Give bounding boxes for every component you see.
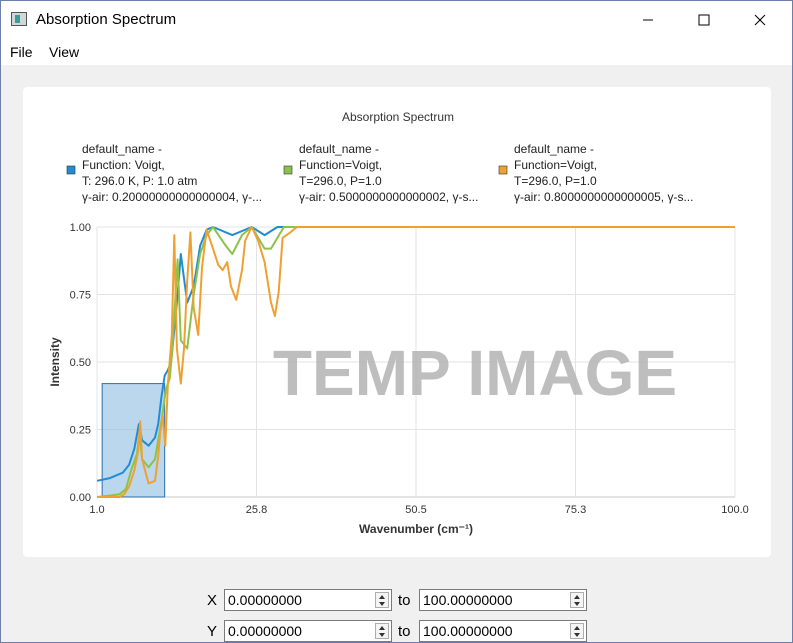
x-max-spin-arrows[interactable] <box>570 592 584 608</box>
legend-label: γ-air: 0.20000000000000004, γ-... <box>82 190 262 204</box>
chart-panel: Absorption Spectrum default_name - Functio… <box>23 87 771 557</box>
y-tick-label: 1.00 <box>70 222 91 234</box>
series-line-3 <box>97 226 735 498</box>
minimize-icon <box>643 19 653 21</box>
y-tick-label: 0.75 <box>70 290 91 302</box>
legend-label: default_name - <box>514 142 594 156</box>
y-max-spinbox[interactable]: 100.00000000 <box>419 620 587 642</box>
legend-label: T=296.0, P=1.0 <box>514 174 597 188</box>
y-axis-label: Intensity <box>48 337 62 387</box>
y-tick-label: 0.50 <box>70 357 91 369</box>
x-max-value: 100.00000000 <box>423 592 513 608</box>
x-tick-label: 1.0 <box>89 504 104 516</box>
app-icon <box>11 12 27 26</box>
x-tick-label: 25.8 <box>246 504 267 516</box>
y-min-spin-arrows[interactable] <box>375 623 389 639</box>
x-max-spinbox[interactable]: 100.00000000 <box>419 589 587 611</box>
chart-title: Absorption Spectrum <box>342 110 454 124</box>
y-min-value: 0.00000000 <box>228 623 302 639</box>
legend-label: Function=Voigt, <box>514 158 597 172</box>
y-range-label: Y <box>207 623 218 640</box>
y-to-label: to <box>398 623 411 640</box>
selection-rectangle <box>101 383 166 498</box>
maximize-icon <box>698 14 710 26</box>
x-tick-label: 100.0 <box>721 504 749 516</box>
x-min-spin-arrows[interactable] <box>375 592 389 608</box>
x-min-spinbox[interactable]: 0.00000000 <box>224 589 392 611</box>
y-max-value: 100.00000000 <box>423 623 513 639</box>
maximize-button[interactable] <box>681 1 727 39</box>
y-min-spinbox[interactable]: 0.00000000 <box>224 620 392 642</box>
x-range-label: X <box>207 592 218 609</box>
menu-view[interactable]: View <box>49 44 80 60</box>
spectrum-chart[interactable]: Absorption Spectrum default_name - Functio… <box>23 87 771 557</box>
title-bar: Absorption Spectrum <box>1 1 792 39</box>
legend-label: default_name - <box>82 142 162 156</box>
close-button[interactable] <box>737 1 783 39</box>
legend-swatch <box>498 165 508 175</box>
close-icon <box>754 14 766 26</box>
legend-label: γ-air: 0.8000000000000005, γ-s... <box>514 190 693 204</box>
legend-label: default_name - <box>299 142 379 156</box>
legend-label: Function=Voigt, <box>299 158 382 172</box>
x-axis-label: Wavenumber (cm⁻¹) <box>359 522 473 536</box>
minimize-button[interactable] <box>625 1 671 39</box>
legend-swatch <box>283 165 293 175</box>
watermark-text: TEMP IMAGE <box>273 337 677 409</box>
menu-bar: File View <box>1 39 792 65</box>
window-title: Absorption Spectrum <box>36 11 177 28</box>
legend-label: γ-air: 0.5000000000000002, γ-s... <box>299 190 478 204</box>
y-tick-label: 0.25 <box>70 425 91 437</box>
legend-label: T=296.0, P=1.0 <box>299 174 382 188</box>
y-max-spin-arrows[interactable] <box>570 623 584 639</box>
x-to-label: to <box>398 592 411 609</box>
x-tick-label: 75.3 <box>565 504 586 516</box>
legend-label: Function: Voigt, <box>82 158 165 172</box>
menu-file[interactable]: File <box>10 44 33 60</box>
x-min-value: 0.00000000 <box>228 592 302 608</box>
y-tick-label: 0.00 <box>70 492 91 504</box>
legend-label: T: 296.0 K, P: 1.0 atm <box>82 174 197 188</box>
legend-swatch <box>66 165 76 175</box>
x-tick-label: 50.5 <box>405 504 426 516</box>
